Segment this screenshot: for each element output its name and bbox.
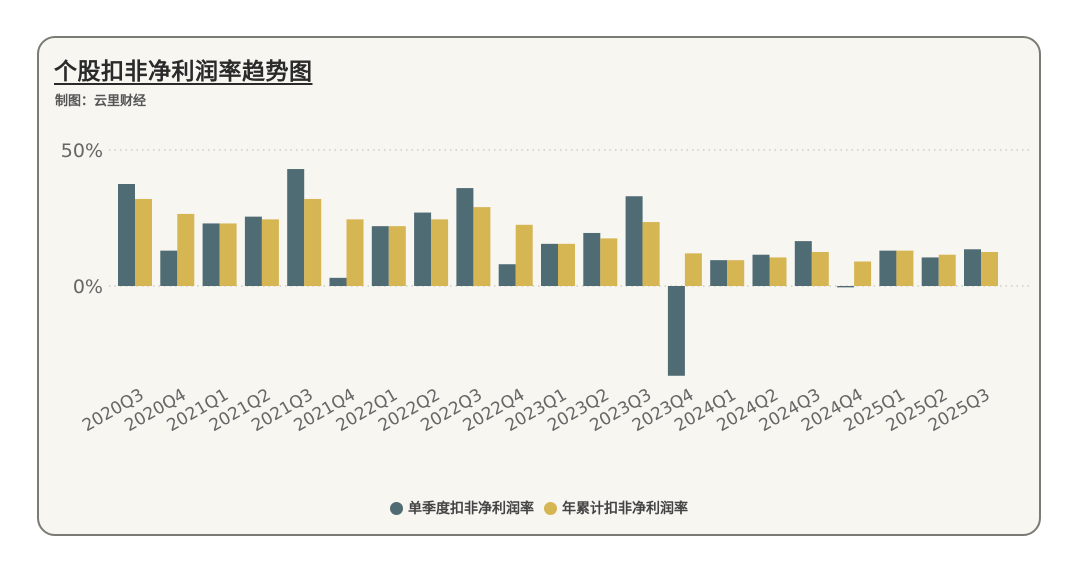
bar-quarterly-2025Q3	[964, 249, 981, 286]
bar-quarterly-2022Q2	[414, 212, 432, 286]
bar-cumulative-2022Q1	[388, 226, 406, 286]
bar-cumulative-2021Q2	[261, 219, 279, 286]
chart-source-label: 制图：云里财经	[55, 94, 147, 109]
legend-item: 年累计扣非净利润率	[544, 498, 688, 518]
bar-quarterly-2022Q3	[456, 188, 474, 286]
bar-cumulative-2024Q4	[854, 261, 872, 286]
legend-swatch	[544, 501, 557, 515]
bars	[118, 169, 998, 376]
chart-legend: 单季度扣非净利润率 年累计扣非净利润率	[39, 498, 1039, 518]
bar-quarterly-2024Q2	[752, 254, 770, 286]
bar-cumulative-2023Q4	[684, 253, 702, 286]
legend-swatch	[390, 501, 403, 515]
bar-quarterly-2025Q2	[921, 257, 939, 286]
bar-quarterly-2021Q1	[202, 223, 220, 286]
chart-title: 个股扣非净利润率趋势图	[54, 59, 313, 85]
bar-cumulative-2025Q3	[981, 252, 998, 286]
x-axis-ticks: 2020Q32020Q42021Q12021Q22021Q32021Q42022…	[79, 385, 993, 436]
bar-cumulative-2021Q3	[304, 198, 322, 286]
legend-label: 年累计扣非净利润率	[562, 501, 688, 517]
bar-quarterly-2021Q4	[329, 277, 347, 286]
bar-quarterly-2024Q3	[794, 241, 812, 286]
bar-cumulative-2024Q1	[727, 260, 745, 286]
bar-cumulative-2023Q3	[642, 222, 660, 286]
bar-cumulative-2020Q4	[177, 213, 195, 286]
chart-card: 个股扣非净利润率趋势图 制图：云里财经 0% 50% 2020Q3 2020Q4 20…	[37, 36, 1041, 536]
bar-cumulative-2022Q2	[431, 219, 449, 286]
bar-quarterly-2022Q1	[371, 226, 389, 286]
bar-cumulative-2023Q2	[600, 238, 618, 286]
bar-cumulative-2022Q3	[473, 207, 491, 286]
bar-quarterly-2023Q4	[667, 286, 685, 376]
bar-quarterly-2023Q2	[583, 232, 601, 286]
bar-cumulative-2024Q3	[811, 252, 829, 286]
bar-quarterly-2021Q3	[287, 169, 305, 286]
bar-quarterly-2020Q3	[118, 184, 135, 286]
legend-label: 单季度扣非净利润率	[408, 501, 534, 517]
legend-item: 单季度扣非净利润率	[390, 498, 534, 518]
bar-cumulative-2024Q2	[769, 257, 787, 286]
bar-quarterly-2023Q3	[625, 196, 643, 286]
y-axis-ticks: 0% 50%	[61, 140, 103, 298]
bar-quarterly-2023Q1	[541, 243, 558, 286]
bar-quarterly-2025Q1	[879, 250, 897, 286]
bar-quarterly-2020Q4	[160, 250, 178, 286]
bar-cumulative-2021Q4	[346, 219, 364, 286]
y-tick-label: 50%	[61, 140, 103, 162]
bar-quarterly-2022Q4	[498, 264, 516, 286]
bar-cumulative-2025Q1	[896, 250, 914, 286]
bar-cumulative-2023Q1	[558, 243, 575, 286]
bar-quarterly-2024Q1	[710, 260, 728, 286]
bar-chart: 0% 50% 2020Q32020Q42021Q12021Q22021Q32021…	[61, 140, 1029, 436]
bar-cumulative-2025Q2	[938, 254, 956, 286]
bar-cumulative-2022Q4	[515, 224, 533, 286]
bar-quarterly-2024Q4	[837, 286, 855, 288]
y-tick-label: 0%	[73, 276, 103, 298]
bar-cumulative-2020Q3	[135, 198, 152, 286]
bar-quarterly-2021Q2	[244, 216, 262, 286]
bar-cumulative-2021Q1	[219, 223, 237, 286]
